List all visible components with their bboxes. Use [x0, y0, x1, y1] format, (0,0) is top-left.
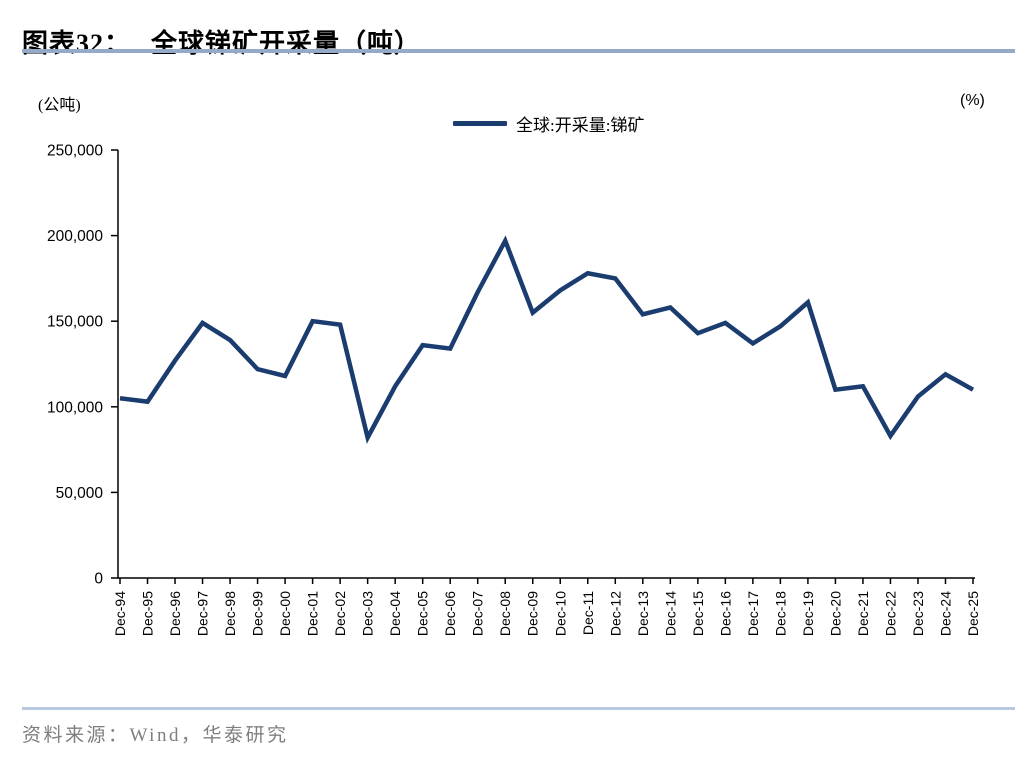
- svg-text:Dec-04: Dec-04: [387, 591, 403, 636]
- svg-text:Dec-10: Dec-10: [552, 591, 568, 636]
- svg-text:Dec-15: Dec-15: [690, 591, 706, 636]
- svg-text:Dec-25: Dec-25: [965, 591, 981, 636]
- left-axis-unit-label: (公吨): [38, 97, 81, 114]
- svg-text:Dec-24: Dec-24: [937, 591, 953, 636]
- svg-text:Dec-23: Dec-23: [910, 591, 926, 636]
- svg-text:Dec-21: Dec-21: [855, 591, 871, 636]
- svg-text:Dec-05: Dec-05: [415, 591, 431, 636]
- svg-text:Dec-20: Dec-20: [827, 591, 843, 636]
- title-divider: [22, 49, 1015, 53]
- svg-text:Dec-98: Dec-98: [222, 591, 238, 636]
- svg-text:Dec-94: Dec-94: [112, 591, 128, 636]
- svg-text:Dec-13: Dec-13: [635, 591, 651, 636]
- svg-text:Dec-16: Dec-16: [717, 591, 733, 636]
- svg-text:Dec-11: Dec-11: [580, 591, 596, 635]
- legend-line-swatch: [453, 121, 507, 126]
- svg-text:Dec-19: Dec-19: [800, 591, 816, 636]
- svg-text:Dec-18: Dec-18: [772, 591, 788, 636]
- svg-text:Dec-02: Dec-02: [332, 591, 348, 636]
- line-chart: 0 50,000 100,000 150,000 200,000 250,000 Dec-9…: [0, 135, 1036, 680]
- source-attribution: 资料来源：Wind，华泰研究: [22, 725, 289, 746]
- svg-text:100,000: 100,000: [47, 399, 103, 416]
- svg-text:Dec-06: Dec-06: [442, 591, 458, 636]
- line-chart-canvas: 0 50,000 100,000 150,000 200,000 250,000 Dec-9…: [47, 143, 981, 637]
- svg-text:Dec-97: Dec-97: [195, 591, 211, 636]
- legend-series-label: 全球:开采量:锑矿: [516, 116, 645, 135]
- figure-number: 图表32：: [22, 29, 132, 59]
- svg-text:Dec-09: Dec-09: [525, 591, 541, 636]
- chart-legend: 全球:开采量:锑矿: [453, 111, 644, 136]
- svg-text:Dec-22: Dec-22: [882, 591, 898, 636]
- svg-text:150,000: 150,000: [47, 314, 103, 331]
- svg-text:Dec-07: Dec-07: [470, 591, 486, 636]
- svg-text:250,000: 250,000: [47, 143, 103, 160]
- svg-text:Dec-12: Dec-12: [607, 591, 623, 636]
- svg-text:200,000: 200,000: [47, 228, 103, 245]
- svg-text:50,000: 50,000: [56, 485, 104, 502]
- footer-divider: [22, 707, 1015, 710]
- svg-text:Dec-96: Dec-96: [167, 591, 183, 636]
- figure-title: 全球锑矿开采量（吨）: [151, 29, 422, 59]
- svg-text:0: 0: [94, 571, 103, 588]
- svg-text:Dec-99: Dec-99: [250, 591, 266, 636]
- svg-text:Dec-08: Dec-08: [497, 591, 513, 636]
- svg-text:Dec-03: Dec-03: [360, 591, 376, 636]
- svg-text:Dec-00: Dec-00: [277, 591, 293, 636]
- svg-text:Dec-95: Dec-95: [140, 591, 156, 636]
- svg-text:Dec-14: Dec-14: [662, 591, 678, 636]
- right-axis-unit-label: (%): [960, 92, 985, 109]
- svg-text:Dec-17: Dec-17: [745, 591, 761, 636]
- page-title: 图表32： 全球锑矿开采量（吨）: [22, 23, 421, 60]
- svg-text:Dec-01: Dec-01: [305, 591, 321, 636]
